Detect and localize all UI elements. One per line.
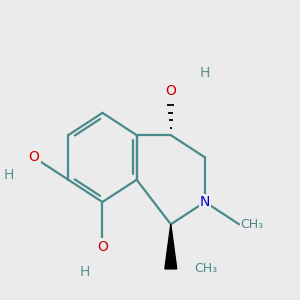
Text: H: H xyxy=(80,265,90,279)
Text: H: H xyxy=(200,66,210,80)
Text: H: H xyxy=(4,168,14,182)
Text: CH₃: CH₃ xyxy=(241,218,264,231)
Text: N: N xyxy=(200,195,210,209)
Text: CH₃: CH₃ xyxy=(195,262,218,275)
Text: O: O xyxy=(165,84,176,98)
Text: O: O xyxy=(28,150,40,164)
Polygon shape xyxy=(165,224,177,269)
Text: O: O xyxy=(97,240,108,254)
